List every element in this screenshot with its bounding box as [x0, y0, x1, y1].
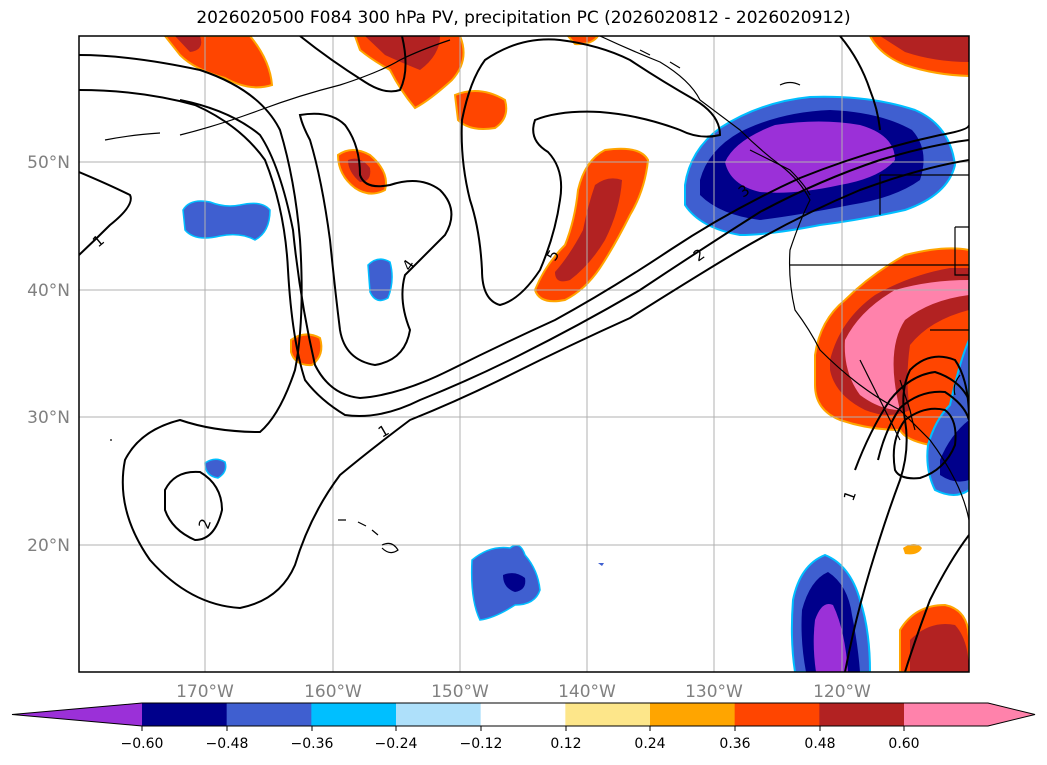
pv-contour-ring — [892, 407, 957, 480]
lat-tick-label: 50°N — [27, 153, 70, 173]
precip-blob-negative — [204, 458, 227, 479]
lat-tick-labels: 50°N 40°N 30°N 20°N — [27, 153, 70, 556]
colorbar-segment — [142, 703, 228, 726]
pv-contour-3 — [179, 99, 969, 400]
lat-tick-label: 30°N — [27, 408, 70, 428]
colorbar-segment — [734, 703, 820, 726]
colorbar-tick-label: −0.48 — [206, 736, 249, 752]
lat-tick-label: 40°N — [27, 281, 70, 301]
colorbar-segment — [565, 703, 651, 726]
colorbar-segment — [650, 703, 736, 726]
pv-contours — [79, 36, 969, 672]
colorbar: −0.60 −0.48 −0.36 −0.24 −0.12 0.12 0.24 0.36 0.4… — [11, 702, 1036, 752]
colorbar-segment — [480, 703, 566, 726]
colorbar-segment — [819, 703, 905, 726]
colorbar-segment — [311, 703, 397, 726]
colorbar-segment — [904, 703, 988, 726]
precip-blob-positive — [453, 90, 508, 130]
lon-tick-label: 140°W — [558, 682, 616, 702]
colorbar-tick-label: −0.24 — [375, 736, 418, 752]
lon-tick-label: 130°W — [685, 682, 743, 702]
precip-blob-negative — [182, 200, 271, 241]
colorbar-segment — [396, 703, 482, 726]
lon-tick-label: 170°W — [176, 682, 234, 702]
lon-tick-label: 120°W — [813, 682, 871, 702]
pv-contour-2-right — [854, 370, 969, 471]
precip-positive-regions — [163, 36, 969, 672]
colorbar-tick-label: 0.48 — [804, 736, 835, 752]
pv-contour-2-main — [79, 89, 969, 417]
colorbar-tick-label: 0.24 — [634, 736, 665, 752]
coastlines — [104, 36, 969, 554]
pv-contour-1-west — [79, 171, 132, 256]
lon-tick-label: 150°W — [431, 682, 489, 702]
precip-blob-positive — [353, 36, 465, 110]
colorbar-extend-high — [988, 703, 1035, 726]
plot-area: 1 1 1 2 2 3 4 5 — [79, 36, 969, 672]
pv-contour-1-top-right — [839, 36, 881, 131]
pv-contour-2-small — [164, 470, 224, 542]
lon-tick-label: 160°W — [304, 682, 362, 702]
lon-tick-labels: 170°W 160°W 150°W 140°W 130°W 120°W — [176, 682, 871, 702]
pv-contour-5 — [460, 38, 722, 307]
colorbar-tick-label: 0.36 — [719, 736, 750, 752]
lat-tick-label: 20°N — [27, 536, 70, 556]
pv-contour-3-right — [877, 390, 969, 461]
colorbar-tick-label: −0.12 — [460, 736, 503, 752]
colorbar-tick-label: −0.60 — [121, 736, 164, 752]
pv-contour-1-right — [844, 355, 969, 672]
colorbar-extend-low — [12, 703, 142, 726]
plot-frame — [78, 35, 970, 673]
precip-blob-negative — [367, 258, 393, 302]
colorbar-tick-label: 0.60 — [888, 736, 919, 752]
pv-contour-1-top — [299, 36, 407, 93]
colorbar-tick-label: −0.36 — [291, 736, 334, 752]
pv-contour-1-main — [79, 54, 969, 610]
pv-contour-4 — [298, 112, 453, 367]
colorbar-segment — [226, 703, 312, 726]
colorbar-tick-label: 0.12 — [550, 736, 581, 752]
map-title: 2026020500 F084 300 hPa PV, precipitatio… — [196, 8, 851, 28]
